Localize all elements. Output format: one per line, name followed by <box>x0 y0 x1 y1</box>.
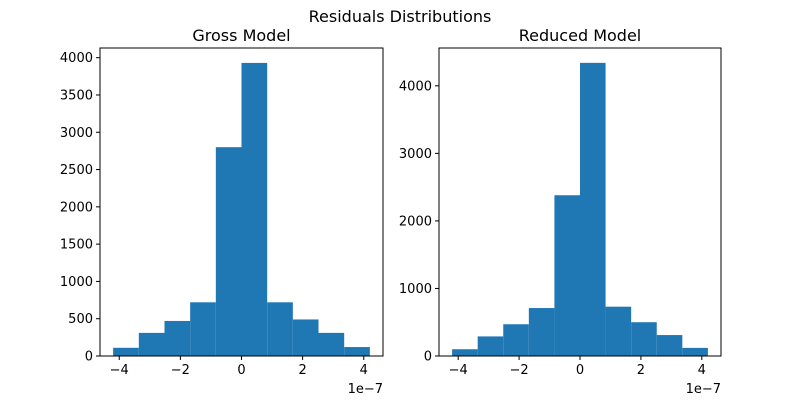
reduced-model-bars <box>452 62 708 356</box>
reduced-model-bar-5 <box>580 62 606 356</box>
gross-model-x-tick-label-1: −2 <box>171 363 190 378</box>
gross-model-y-tick-label-3: 1500 <box>60 238 93 253</box>
gross-model-bars <box>113 62 370 356</box>
gross-model-x-tick-label-0: −4 <box>110 363 129 378</box>
reduced-model-bar-0 <box>452 349 478 356</box>
reduced-model-x-tick-label-1: −2 <box>510 363 529 378</box>
reduced-model-y-tick-label-4: 4000 <box>399 79 432 94</box>
reduced-model-y-tick-label-2: 2000 <box>399 214 432 229</box>
reduced-model-y-tick-label-1: 1000 <box>399 282 432 297</box>
reduced-model-bar-9 <box>682 347 708 356</box>
figure-suptitle: Residuals Distributions <box>309 7 492 26</box>
reduced-model-bar-2 <box>503 324 529 356</box>
gross-model-y-tick-label-0: 0 <box>85 350 93 365</box>
reduced-model-bar-7 <box>631 322 657 356</box>
gross-model-bar-6 <box>267 302 293 356</box>
gross-model-x-tick-label-3: 2 <box>298 363 306 378</box>
gross-model-bar-3 <box>190 302 216 356</box>
gross-model-axes-frame <box>99 47 384 357</box>
reduced-model-bar-1 <box>477 336 504 356</box>
gross-model-y-ticks: 0 500 1000 1500 2000 2500 3000 3500 4000 <box>60 51 100 365</box>
reduced-model-y-tick-label-3: 3000 <box>399 147 432 162</box>
gross-model-y-tick-label-2: 1000 <box>60 275 93 290</box>
reduced-model-bar-4 <box>554 195 580 356</box>
reduced-model-y-tick-label-0: 0 <box>424 350 432 365</box>
reduced-model-x-tick-label-0: −4 <box>449 363 468 378</box>
reduced-model-x-ticks: −4 −2 0 2 4 <box>449 356 706 378</box>
gross-model-y-tick-label-7: 3500 <box>60 88 93 103</box>
gross-model-bar-7 <box>292 319 319 356</box>
gross-model-y-tick-label-1: 500 <box>68 312 93 327</box>
histogram-gross-model: Gross Model −4 −2 0 2 4 0 500 1000 1500 2000 2500… <box>60 26 384 397</box>
gross-model-bar-9 <box>344 347 370 356</box>
gross-model-y-tick-label-6: 3000 <box>60 126 93 141</box>
reduced-model-x-tick-label-2: 0 <box>576 363 584 378</box>
reduced-model-bar-8 <box>656 335 683 356</box>
gross-model-bar-1 <box>138 332 165 356</box>
histogram-reduced-model: Reduced Model −4 −2 0 2 4 01000200030004000 … <box>399 26 722 397</box>
reduced-model-axes-frame <box>438 47 722 357</box>
reduced-model-x-tick-label-3: 2 <box>637 363 645 378</box>
reduced-model-bar-6 <box>605 306 632 356</box>
gross-model-x-tick-label-4: 4 <box>360 363 368 378</box>
gross-model-y-tick-label-8: 4000 <box>60 51 93 66</box>
reduced-model-x-tick-label-4: 4 <box>698 363 706 378</box>
reduced-model-x-offset-label: 1e−7 <box>686 382 721 397</box>
gross-model-y-tick-label-5: 2500 <box>60 163 93 178</box>
gross-model-y-tick-label-4: 2000 <box>60 200 93 215</box>
gross-model-bar-2 <box>164 320 191 356</box>
gross-model-bar-4 <box>215 147 242 356</box>
reduced-model-y-ticks: 0 1000 2000 3000 4000 <box>399 79 439 365</box>
gross-model-bar-5 <box>241 62 268 356</box>
gross-model-x-tick-label-2: 0 <box>237 363 245 378</box>
gross-model-bar-0 <box>113 347 139 356</box>
reduced-model-title: Reduced Model <box>519 26 641 45</box>
gross-model-x-offset-label: 1e−7 <box>348 382 383 397</box>
gross-model-bar-8 <box>318 332 345 356</box>
reduced-model-bar-3 <box>528 308 555 356</box>
gross-model-title: Gross Model <box>192 26 290 45</box>
gross-model-x-ticks: −4 −2 0 2 4 <box>110 356 368 378</box>
